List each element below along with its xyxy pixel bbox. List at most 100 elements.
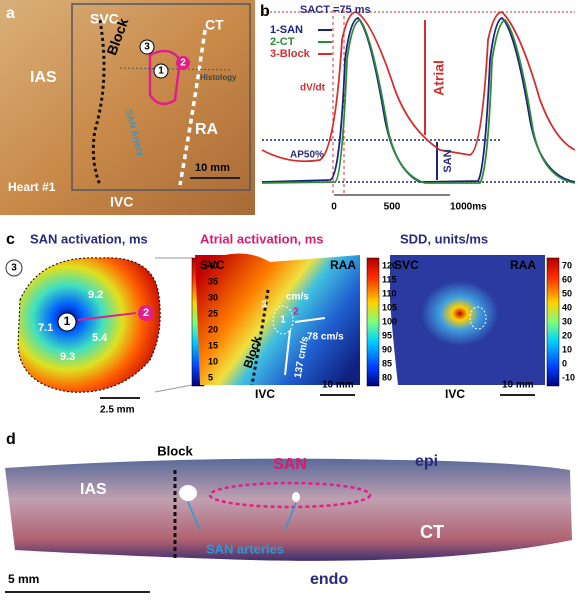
san-artery xyxy=(292,492,300,502)
trace-block xyxy=(261,11,576,163)
label: 2.5 mm xyxy=(100,405,135,416)
pointer xyxy=(284,502,297,531)
legend-entry: 2-CT xyxy=(270,36,295,48)
label: SVC xyxy=(394,258,419,272)
colorbar-tick: 20 xyxy=(562,330,572,340)
colorbar-tick: 5 xyxy=(208,372,213,382)
colorbar-tick: 15 xyxy=(208,340,218,350)
block-line xyxy=(91,19,106,186)
label: AP50% xyxy=(290,150,324,161)
histology-line xyxy=(119,67,233,71)
tick-label: 0 xyxy=(331,202,337,213)
san-outline xyxy=(469,306,487,330)
velocity: 9.2 xyxy=(88,289,103,301)
map-title: Atrial activation, ms xyxy=(200,231,324,246)
colorbar-tick: 80 xyxy=(382,372,392,382)
colorbar-tick: 40 xyxy=(562,302,572,312)
colorbar-tick: 60 xyxy=(562,274,572,284)
site-marker xyxy=(139,39,155,55)
label: endo xyxy=(310,571,348,588)
label: IVC xyxy=(110,194,133,210)
label: Heart #1 xyxy=(8,180,56,194)
san-artery xyxy=(179,485,197,501)
map-title: SDD, units/ms xyxy=(400,231,488,246)
san-outline xyxy=(148,49,182,106)
colorbar-tick: 70 xyxy=(562,260,572,270)
label: SAN arteries xyxy=(206,541,284,556)
map-title: SAN activation, ms xyxy=(30,231,148,246)
colorbar-tick: 50 xyxy=(562,288,572,298)
colorbar-tick: 105 xyxy=(382,302,397,312)
tick-label: 1000ms xyxy=(450,202,487,213)
san-outline xyxy=(208,481,372,509)
label: IVC xyxy=(445,387,465,401)
colorbar-tick: 95 xyxy=(382,330,392,340)
label: Histology xyxy=(200,73,237,82)
label: 1 xyxy=(158,66,164,77)
colorbar-tick: 30 xyxy=(562,316,572,326)
label: 78 cm/s xyxy=(307,332,344,343)
site-marker xyxy=(153,63,169,79)
label: IAS xyxy=(30,69,57,86)
label: SAN xyxy=(273,456,307,473)
panel-label: a xyxy=(6,5,15,22)
colorbar-tick: 85 xyxy=(382,358,392,368)
block-line xyxy=(250,289,270,386)
label: 2 xyxy=(180,58,186,69)
label: CT xyxy=(205,17,224,33)
atrial-activation-map xyxy=(195,253,360,385)
label: Atrial xyxy=(431,60,447,96)
label: 10 mm xyxy=(322,380,354,391)
label: 2 xyxy=(143,307,149,319)
label: 1 xyxy=(280,315,286,326)
colorbar-tick: 10 xyxy=(208,356,218,366)
ct-line xyxy=(178,29,207,186)
colorbar-tick: -10 xyxy=(562,372,575,382)
colorbar-tick: 110 xyxy=(382,288,397,298)
velocity: 9.3 xyxy=(60,351,75,363)
velocity: 7.1 xyxy=(38,322,53,334)
conduction-arrow xyxy=(294,317,326,323)
label: RAA xyxy=(510,258,536,272)
site-marker xyxy=(5,259,23,277)
label: CT xyxy=(420,522,444,542)
trace-san xyxy=(261,16,576,183)
label: 10 mm xyxy=(195,162,230,174)
label: SVC xyxy=(200,258,225,272)
label: epi xyxy=(415,453,438,470)
label: SACT =75 ms xyxy=(300,4,371,16)
label: IAS xyxy=(80,481,107,498)
colorbar-tick: 30 xyxy=(208,292,218,302)
site-marker xyxy=(176,56,190,70)
label: 10 mm xyxy=(502,380,534,391)
conduction-arrow xyxy=(284,329,291,376)
zoom-line xyxy=(154,384,193,393)
label: SVC xyxy=(90,11,119,27)
label: 2 xyxy=(293,307,299,318)
panel-label: c xyxy=(6,231,15,248)
label: 1 xyxy=(64,314,71,328)
map-frame xyxy=(71,3,251,191)
site-marker xyxy=(138,305,154,321)
label: Block xyxy=(157,443,193,458)
panel-label: d xyxy=(6,431,16,448)
label: 3 xyxy=(261,300,267,311)
label: 3 xyxy=(144,42,150,53)
pointer xyxy=(187,501,201,531)
trace-ct xyxy=(261,18,576,184)
colorbar-tick: 90 xyxy=(382,344,392,354)
label: SAN xyxy=(442,149,454,172)
colorbar-tick: 115 xyxy=(382,274,397,284)
san-outline xyxy=(272,305,294,335)
legend-entry: 1-SAN xyxy=(270,24,303,36)
colorbar-tick: 20 xyxy=(208,324,218,334)
colorbar-tick: 40 xyxy=(208,260,218,270)
label: RAA xyxy=(330,258,356,272)
label: dV/dt xyxy=(300,83,326,94)
colorbar-tick: 10 xyxy=(562,344,572,354)
colorbar xyxy=(366,257,380,387)
conduction-arrow xyxy=(77,312,137,321)
velocity: 5.4 xyxy=(92,332,108,344)
sdd-map xyxy=(390,255,545,385)
